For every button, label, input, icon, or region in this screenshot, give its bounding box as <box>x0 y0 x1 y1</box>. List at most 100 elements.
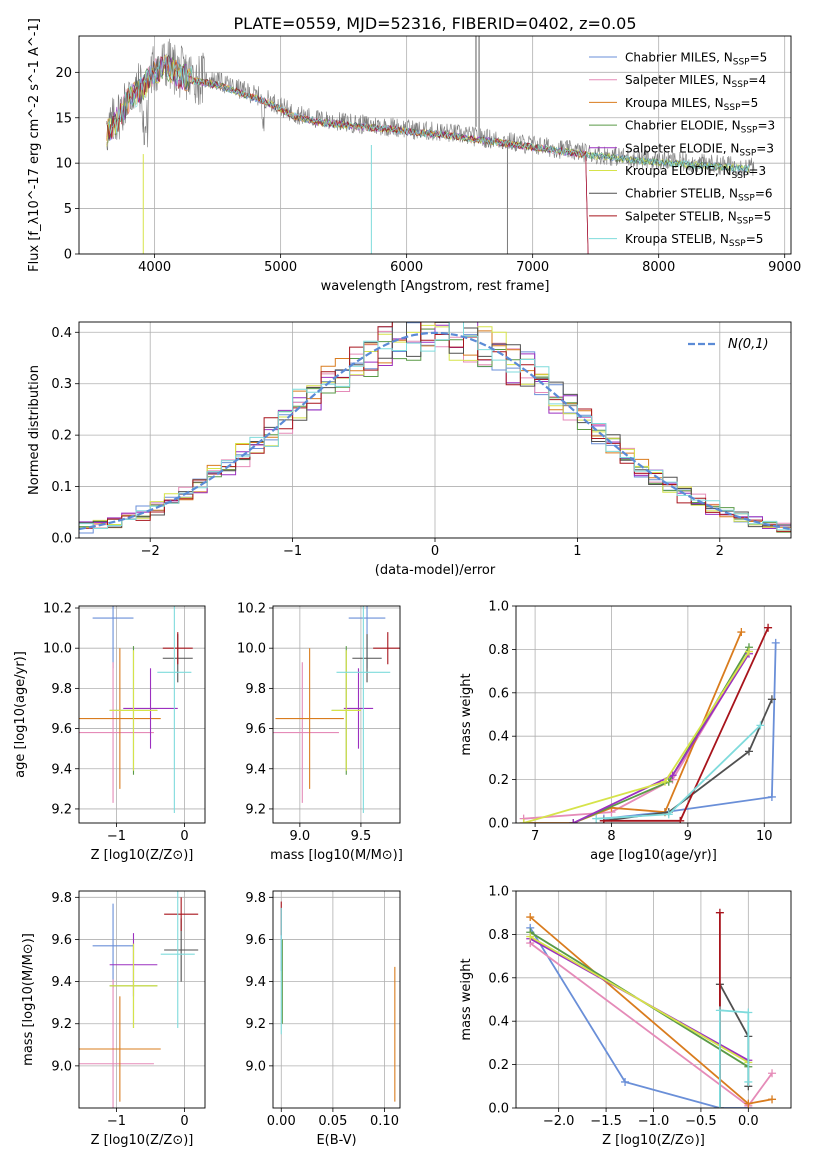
panel-age_vs_Z: −1 0 9.2 9.4 9.6 9.8 10.0 10.2 Z [log10(Z/Z⊙)] ag… <box>13 602 206 863</box>
y-tick-label: 9.2 <box>51 1017 72 1032</box>
histogram-chab_stelib <box>79 322 791 528</box>
y-tick-label: 20 <box>55 66 72 81</box>
y-tick-label: 9.6 <box>245 722 266 737</box>
y-axis-label: mass weight <box>459 958 474 1040</box>
y-tick-label: 0.6 <box>488 971 509 986</box>
data-point <box>737 628 746 637</box>
x-axis-label: (data-model)/error <box>375 563 496 578</box>
model-spectrum-salp_stelib <box>106 56 589 254</box>
x-axis-label: E(B-V) <box>316 1133 356 1148</box>
x-tick-label: 9 <box>684 829 692 844</box>
legend-label: N(0,1) <box>728 337 769 352</box>
y-tick-label: 0.2 <box>488 773 509 788</box>
series-line-chab_elodie <box>572 646 750 823</box>
y-tick-label: 9.4 <box>51 762 72 777</box>
plot-area <box>516 606 791 823</box>
y-axis-label: mass weight <box>459 673 474 755</box>
y-tick-label: 0 <box>64 248 72 263</box>
data-point <box>771 638 780 647</box>
y-tick-label: 9.4 <box>245 762 266 777</box>
y-axis-label: Normed distribution <box>27 365 42 495</box>
y-tick-label: 15 <box>55 111 72 126</box>
legend-label: Salpeter MILES, NSSP=4 <box>625 73 766 90</box>
histogram-krou_elodie <box>79 324 791 532</box>
panel-mass_weight_vs_age: 7 8 9 10 0.0 0.2 0.4 0.6 0.8 1.0 age [log10(age/yr… <box>459 600 792 863</box>
x-tick-label: 5000 <box>264 260 297 275</box>
plot-area <box>79 322 791 538</box>
y-tick-label: 9.0 <box>245 1059 266 1074</box>
plot-area <box>79 36 791 254</box>
plot-area <box>273 606 400 823</box>
series-line-krou_miles <box>529 916 773 1105</box>
data-point <box>764 623 773 632</box>
model-spectrum-krou_stelib <box>106 57 750 172</box>
y-tick-label: 0.0 <box>51 532 72 547</box>
x-tick-label: 2 <box>716 544 724 559</box>
x-tick-label: 9000 <box>768 260 801 275</box>
y-tick-label: 0.3 <box>51 377 72 392</box>
x-tick-label: 9.5 <box>351 829 372 844</box>
data-point <box>526 932 535 941</box>
x-tick-label: −1 <box>283 544 302 559</box>
series-line-krou_stelib <box>719 1009 750 1108</box>
x-tick-label: 0.0 <box>738 1114 759 1129</box>
y-tick-label: 0.8 <box>488 928 509 943</box>
plot-area <box>273 891 400 1108</box>
x-tick-label: 0.10 <box>370 1114 399 1129</box>
y-tick-label: 9.0 <box>51 1059 72 1074</box>
x-tick-label: 7000 <box>516 260 549 275</box>
y-tick-label: 10.0 <box>43 642 72 657</box>
y-tick-label: 10 <box>55 157 72 172</box>
y-tick-label: 0.2 <box>51 429 72 444</box>
y-tick-label: 9.2 <box>245 1017 266 1032</box>
data-point <box>519 819 528 823</box>
x-tick-label: −2.0 <box>543 1114 575 1129</box>
x-tick-label: −2 <box>141 544 160 559</box>
data-point <box>768 1069 777 1078</box>
x-tick-label: 4000 <box>138 260 171 275</box>
x-tick-label: 8000 <box>642 260 675 275</box>
y-tick-label: 0.0 <box>488 1102 509 1117</box>
series-line-chab_miles <box>603 642 777 820</box>
y-tick-label: 9.8 <box>51 682 72 697</box>
data-point <box>767 792 776 801</box>
figure-title: PLATE=0559, MJD=52316, FIBERID=0402, z=0… <box>233 14 636 33</box>
data-point <box>676 816 685 823</box>
x-tick-label: 0.00 <box>267 1114 296 1129</box>
x-tick-label: −0.5 <box>685 1114 717 1129</box>
data-point <box>526 913 535 922</box>
data-point <box>569 819 578 823</box>
y-tick-label: 9.8 <box>245 891 266 906</box>
x-tick-label: 10 <box>756 829 773 844</box>
series-line-krou_stelib <box>596 724 762 820</box>
x-tick-label: 9.0 <box>290 829 311 844</box>
data-point <box>744 1077 753 1086</box>
axes-frame <box>272 890 401 1109</box>
y-tick-label: 0.2 <box>488 1058 509 1073</box>
data-point <box>715 908 724 917</box>
axes-frame <box>78 321 792 539</box>
panel-mass_weight_vs_Z: −2.0 −1.5 −1.0 −0.5 0.0 0.0 0.2 0.4 0.6 0.8 1.0 Z [… <box>459 885 792 1148</box>
plot-area <box>79 891 205 1108</box>
data-point <box>715 1104 724 1108</box>
data-point <box>768 1095 777 1104</box>
legend-label: Kroupa MILES, NSSP=5 <box>625 96 758 113</box>
data-point <box>744 747 753 756</box>
y-tick-label: 10.2 <box>43 602 72 617</box>
legend-label: Chabrier MILES, NSSP=5 <box>625 51 767 68</box>
data-point <box>715 1006 724 1015</box>
axes-frame <box>78 890 206 1109</box>
x-tick-label: 7 <box>531 829 539 844</box>
x-tick-label: −1 <box>107 829 126 844</box>
legend-label: Salpeter STELIB, NSSP=5 <box>625 209 771 226</box>
y-axis-label: age [log10(age/yr)] <box>13 651 28 778</box>
legend: Chabrier MILES, NSSP=5 Salpeter MILES, NS… <box>589 51 775 249</box>
data-point <box>756 721 765 730</box>
y-tick-label: 9.2 <box>245 802 266 817</box>
plot-panels: 4000 5000 6000 7000 8000 900005101520waveleng… <box>13 18 801 1148</box>
panel-residuals: −2 −1 0 1 2 0.0 0.1 0.2 0.3 0.4 (data-model)/error… <box>27 321 792 578</box>
y-tick-label: 0.4 <box>488 730 509 745</box>
histogram-krou_stelib <box>79 322 791 531</box>
series-line-chab_miles <box>529 927 749 1108</box>
